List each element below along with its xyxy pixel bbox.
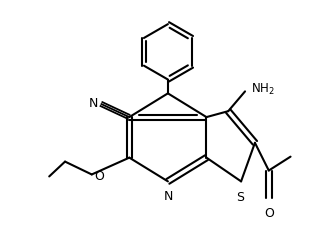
Text: O: O — [95, 169, 105, 182]
Text: S: S — [236, 191, 244, 203]
Text: N: N — [164, 190, 174, 203]
Text: N: N — [89, 97, 98, 110]
Text: NH$_2$: NH$_2$ — [251, 82, 275, 97]
Text: O: O — [264, 206, 274, 219]
